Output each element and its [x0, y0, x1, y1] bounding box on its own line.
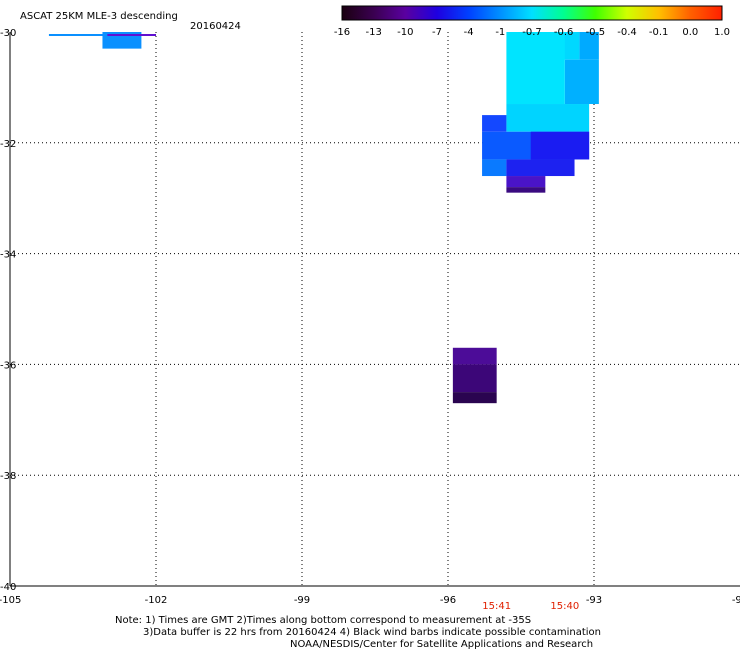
y-tick-label: -40	[0, 582, 16, 593]
note-line-3: NOAA/NESDIS/Center for Satellite Applica…	[290, 639, 594, 650]
colorbar-label: 0.0	[682, 27, 698, 38]
colorbar-label: 1.0	[714, 27, 730, 38]
colorbar-label: -16	[334, 27, 350, 38]
colorbar-label: -0.5	[586, 27, 606, 38]
data-cell	[564, 59, 599, 105]
colorbar-label: -0.4	[617, 27, 637, 38]
legend-swatches	[48, 34, 156, 36]
x-tick-label: -99	[294, 595, 310, 606]
data-cell	[102, 32, 142, 49]
colorbar-label: -0.1	[649, 27, 669, 38]
time-label: 15:41	[482, 601, 511, 612]
colorbar: -16 -13 -10 -7 -4 -1 -0.7 -0.6 -0.5 -0.4 -0.1 0.0 1.…	[334, 5, 730, 38]
y-tick-label: -30	[0, 28, 16, 39]
colorbar-label: -0.7	[522, 27, 542, 38]
colorbar-label: -7	[432, 27, 442, 38]
y-tick-label: -32	[0, 139, 16, 150]
data-cell	[452, 347, 497, 365]
data-cell	[530, 131, 590, 160]
axes	[9, 32, 740, 587]
tick-labels: -30 -32 -34 -36 -38 -40 -105 -102 -99 -96 -93 -90	[0, 28, 740, 606]
y-tick-label: -34	[0, 250, 16, 261]
colorbar-label: -0.6	[554, 27, 574, 38]
data-cells	[102, 32, 599, 404]
note-line-1: Note: 1) Times are GMT 2)Times along bot…	[115, 615, 532, 626]
time-labels: 15:41 15:40	[482, 601, 579, 612]
legend-swatch	[117, 34, 156, 36]
data-cell	[506, 104, 590, 132]
colorbar-bar	[341, 5, 723, 21]
data-cell	[452, 364, 497, 393]
x-tick-label: -102	[145, 595, 168, 606]
data-cell	[506, 176, 546, 188]
y-tick-label: -36	[0, 360, 16, 371]
y-tick-label: -38	[0, 471, 16, 482]
time-label: 15:40	[550, 601, 579, 612]
data-cell	[482, 159, 507, 177]
x-tick-label: -90	[732, 595, 740, 606]
colorbar-label: -4	[464, 27, 474, 38]
data-cell	[506, 159, 575, 177]
note-line-2: 3)Data buffer is 22 hrs from 20160424 4)…	[143, 627, 601, 638]
data-cell	[482, 115, 507, 132]
data-cell	[506, 32, 565, 105]
x-tick-label: -96	[440, 595, 456, 606]
grid	[10, 32, 740, 586]
chart-date: 20160424	[190, 21, 241, 32]
data-cell	[506, 187, 546, 193]
colorbar-label: -13	[365, 27, 381, 38]
data-cell	[579, 32, 599, 60]
x-tick-label: -93	[586, 595, 602, 606]
data-cell	[452, 392, 497, 404]
legend-swatch	[48, 34, 108, 36]
colorbar-label: -1	[495, 27, 505, 38]
chart-title: ASCAT 25KM MLE-3 descending	[20, 11, 178, 22]
colorbar-label: -10	[397, 27, 413, 38]
x-tick-label: -105	[0, 595, 21, 606]
